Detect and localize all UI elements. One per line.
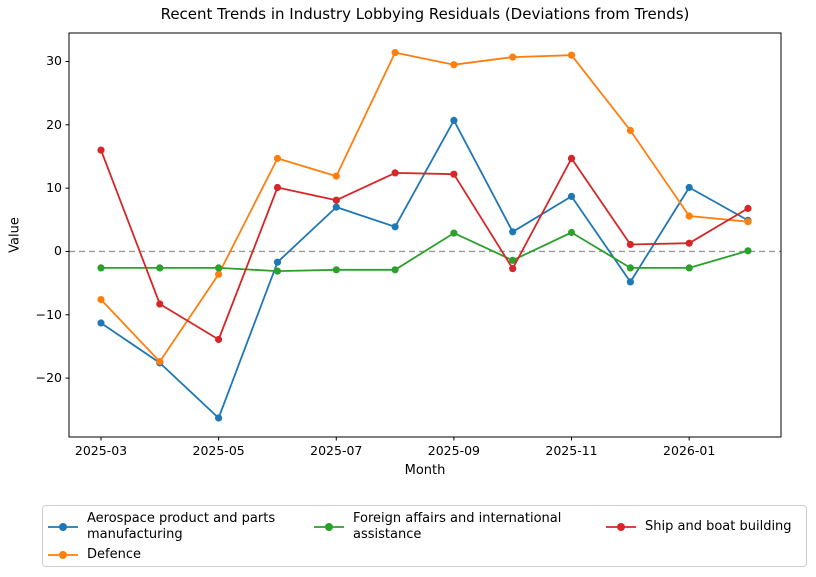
data-point xyxy=(215,270,223,278)
data-point xyxy=(509,228,517,236)
series-line-2 xyxy=(101,231,749,273)
data-point xyxy=(156,264,164,272)
legend-item-defence: Defence xyxy=(48,547,141,563)
data-point xyxy=(450,61,458,69)
x-tick-label: 2025-07 xyxy=(310,443,363,458)
legend: Aerospace product and parts manufacturin… xyxy=(42,505,807,567)
data-point xyxy=(626,240,635,249)
y-axis-label: Value xyxy=(7,217,23,253)
data-point xyxy=(685,212,693,220)
data-point xyxy=(567,51,576,59)
data-point xyxy=(744,218,752,226)
x-tick-label: 2025-03 xyxy=(74,443,128,458)
legend-item-foreign-affairs: Foreign affairs and international assist… xyxy=(314,511,601,542)
x-axis-label: Month xyxy=(404,463,446,478)
data-point xyxy=(626,126,635,135)
data-point xyxy=(273,183,282,192)
data-point xyxy=(156,358,164,366)
data-point xyxy=(273,258,282,266)
y-tick-label: −20 xyxy=(35,370,62,386)
x-tick-label: 2026-01 xyxy=(663,443,716,458)
line-dot-marker-icon xyxy=(606,521,636,533)
data-point xyxy=(744,247,752,255)
data-point xyxy=(509,53,517,61)
line-dot-marker-icon xyxy=(48,549,78,561)
data-point xyxy=(215,264,223,272)
data-point xyxy=(97,146,105,154)
data-point xyxy=(450,170,458,178)
chart-title: Recent Trends in Industry Lobbying Resid… xyxy=(160,5,690,23)
data-point xyxy=(332,266,340,274)
axes-frame xyxy=(68,32,782,438)
data-point xyxy=(626,264,635,272)
x-tick-label: 2025-05 xyxy=(192,443,245,458)
legend-item-ship-boat: Ship and boat building xyxy=(606,519,792,535)
data-point xyxy=(509,265,517,273)
plot-area xyxy=(65,32,782,441)
series-line-3 xyxy=(100,149,749,341)
data-point xyxy=(97,296,105,304)
data-point xyxy=(567,228,576,237)
data-point xyxy=(685,183,693,192)
y-tick-label: −10 xyxy=(35,306,62,322)
data-point xyxy=(685,264,693,272)
series-line-1 xyxy=(100,51,749,363)
data-point xyxy=(391,169,399,177)
data-point xyxy=(391,223,399,231)
data-point xyxy=(332,203,340,211)
data-point xyxy=(273,267,282,275)
data-point xyxy=(215,335,223,344)
data-point xyxy=(450,116,458,124)
data-point xyxy=(626,278,635,286)
data-point xyxy=(391,266,399,274)
legend-item-aerospace: Aerospace product and parts manufacturin… xyxy=(48,511,299,542)
x-tick-label: 2025-09 xyxy=(427,443,481,458)
data-point xyxy=(97,264,105,272)
data-point xyxy=(332,172,340,180)
y-tick-label: 10 xyxy=(46,180,62,196)
data-point xyxy=(567,192,576,200)
line-dot-marker-icon xyxy=(314,521,344,533)
line-dot-marker-icon xyxy=(48,521,78,533)
data-point xyxy=(332,196,340,204)
data-point xyxy=(97,319,105,327)
data-point xyxy=(273,154,282,162)
data-point xyxy=(567,154,576,162)
data-point xyxy=(215,414,223,422)
x-tick-label: 2025-11 xyxy=(545,443,598,458)
series-line-0 xyxy=(100,119,749,419)
data-point xyxy=(156,300,164,308)
y-tick-label: 20 xyxy=(46,116,62,132)
data-point xyxy=(744,204,752,212)
data-point xyxy=(391,49,399,57)
data-point xyxy=(509,256,517,264)
data-point xyxy=(685,239,693,247)
data-point xyxy=(450,229,458,237)
y-tick-label: 0 xyxy=(54,243,62,259)
y-tick-label: 30 xyxy=(46,53,62,69)
